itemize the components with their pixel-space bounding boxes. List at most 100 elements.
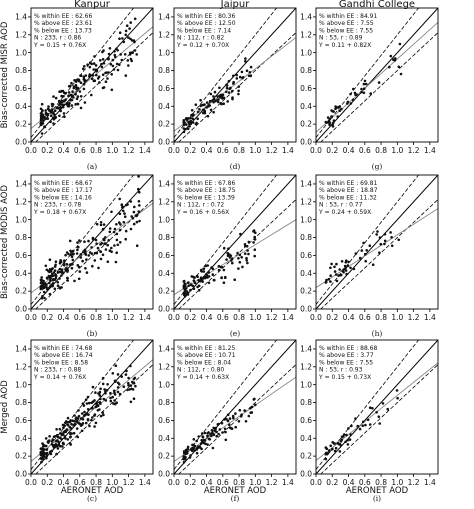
data-point [347, 427, 350, 430]
x-tick-label: 1.4 [139, 313, 151, 322]
data-point [80, 429, 84, 433]
data-point [345, 272, 348, 276]
data-point [182, 286, 186, 290]
data-point [127, 381, 130, 385]
data-point [196, 110, 200, 114]
data-point [82, 87, 86, 91]
data-point [222, 268, 226, 272]
panel-plot-area [174, 175, 296, 309]
data-point [63, 429, 67, 433]
data-point [99, 59, 102, 62]
data-point [363, 79, 367, 83]
data-point [130, 215, 133, 218]
ee-lower-line [320, 364, 438, 474]
data-point [77, 245, 80, 249]
data-point [221, 431, 224, 434]
data-point [60, 274, 63, 277]
x-tick-label: 0.2 [184, 146, 196, 155]
y-tick-label: 0.2 [158, 120, 170, 129]
data-point [69, 253, 73, 257]
data-point [186, 445, 190, 449]
data-point [40, 286, 44, 290]
data-point [84, 74, 88, 77]
stat-line: % above EE : 10.71 [177, 352, 236, 359]
data-point [113, 393, 117, 396]
data-point [99, 414, 103, 418]
data-point [71, 258, 75, 262]
data-point [48, 435, 51, 438]
data-point [376, 230, 379, 233]
ee-upper-line [316, 8, 420, 138]
stat-line: % above EE : 16.74 [34, 352, 93, 359]
x-tick-label: 1.2 [123, 313, 135, 322]
data-point [137, 187, 140, 191]
data-point [355, 93, 358, 96]
data-point [45, 457, 48, 460]
x-tick-label: 1.0 [106, 146, 118, 155]
data-point [249, 65, 253, 69]
data-point [126, 59, 130, 62]
y-tick-label: 1.2 [158, 362, 170, 371]
data-point [97, 266, 100, 270]
axes-frame [315, 7, 439, 143]
data-point [101, 227, 105, 231]
data-point [81, 418, 85, 421]
data-point [115, 62, 119, 66]
y-tick-label: 1.2 [300, 30, 312, 39]
stat-line: Y = 0.14 + 0.76X [33, 374, 86, 381]
y-tick-label: 1.2 [158, 197, 170, 206]
data-point [57, 443, 60, 447]
data-point [377, 415, 381, 419]
data-point [217, 268, 221, 272]
data-point [196, 117, 199, 121]
data-point [189, 288, 192, 292]
data-point [87, 254, 91, 257]
data-point [93, 251, 97, 255]
y-tick-label: 1.4 [158, 180, 170, 189]
stat-line: % above EE : 17.17 [34, 187, 93, 194]
y-tick-label: 1.0 [15, 215, 27, 224]
data-point [207, 271, 211, 274]
data-point [218, 428, 222, 431]
data-point [45, 448, 49, 451]
data-point [379, 242, 383, 246]
data-point [40, 132, 44, 135]
data-point [238, 260, 242, 264]
stat-line: % within EE : 80.36 [177, 13, 235, 20]
y-tick-label: 0.6 [300, 251, 312, 260]
y-tick-label: 0.0 [300, 305, 312, 314]
data-point [70, 81, 73, 85]
data-point [207, 105, 210, 108]
data-point [224, 276, 227, 280]
data-point [227, 79, 231, 83]
data-point [381, 402, 385, 405]
stat-line: % below EE : 7.55 [319, 27, 373, 34]
data-point [100, 65, 104, 69]
x-tick-label: 0.0 [168, 313, 180, 322]
data-point [226, 254, 230, 257]
data-point [98, 81, 101, 84]
data-point [73, 79, 76, 82]
data-point [106, 243, 109, 247]
data-point [192, 443, 195, 447]
y-tick-label: 1.4 [158, 13, 170, 22]
data-point [254, 403, 257, 407]
data-point [77, 421, 81, 425]
data-point [189, 116, 192, 120]
data-point [130, 39, 134, 42]
data-point [225, 90, 228, 94]
data-point [74, 417, 78, 421]
data-point [86, 63, 89, 66]
data-point [112, 402, 115, 405]
y-tick-label: 1.4 [15, 180, 27, 189]
x-tick-label: 0.6 [74, 313, 86, 322]
data-point [62, 263, 66, 267]
data-point [102, 397, 106, 401]
data-point [226, 100, 229, 103]
data-point [205, 106, 208, 109]
data-point [42, 279, 45, 283]
data-point [51, 267, 54, 270]
y-tick-label: 0.2 [300, 287, 312, 296]
data-point [90, 77, 94, 80]
